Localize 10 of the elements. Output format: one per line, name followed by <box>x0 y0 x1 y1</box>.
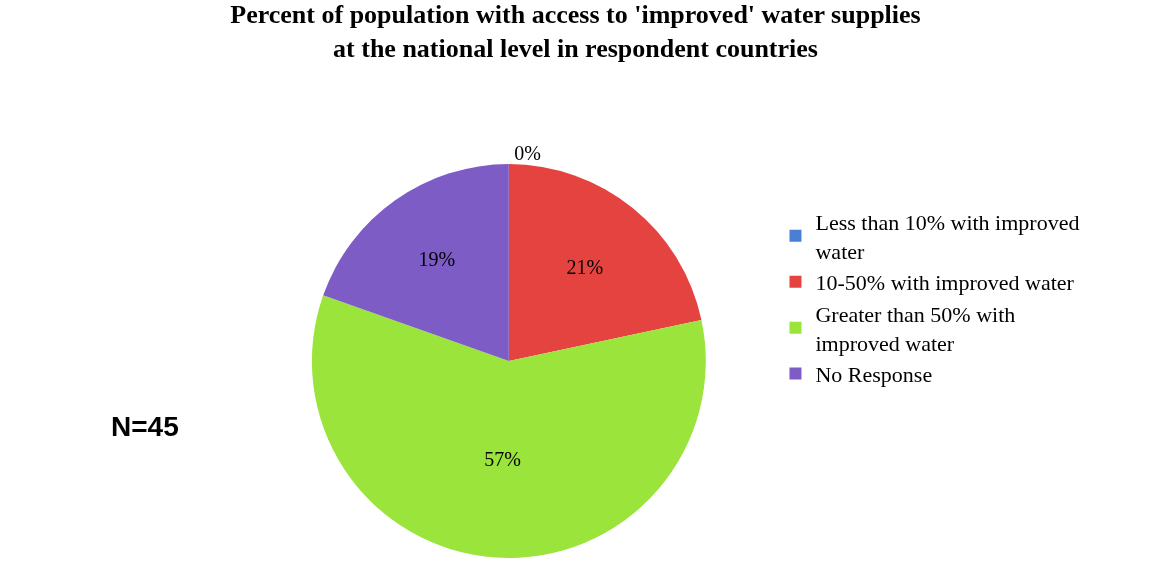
legend-label: Less than 10% with improved water <box>815 210 1080 264</box>
legend-label: No Response <box>815 362 933 388</box>
text: 0% <box>514 142 542 165</box>
data-label: 21% <box>566 256 604 279</box>
chart-title: Percent of population with access to 'improved' water supplies at the national level in respondent countries <box>230 0 921 63</box>
legend-label: Greater than 50% with improved water <box>815 301 1016 356</box>
data-label: 57% <box>484 448 521 471</box>
text: N=45 <box>111 411 179 442</box>
legend-label: 10-50% with improved water <box>815 270 1075 296</box>
data-label: 19% <box>418 248 456 271</box>
